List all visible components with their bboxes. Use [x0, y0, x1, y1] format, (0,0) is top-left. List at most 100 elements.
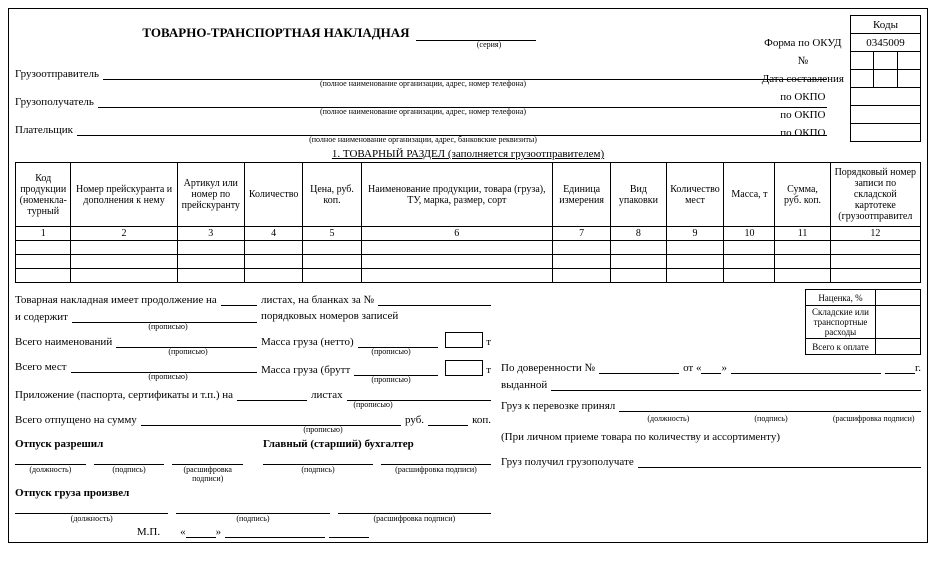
table-cell[interactable] [830, 269, 920, 283]
chief-pod[interactable] [263, 452, 373, 465]
kop-fill[interactable] [428, 413, 468, 426]
year-label: г. [915, 362, 921, 374]
date-cell-1[interactable] [851, 70, 874, 88]
date-cell-2[interactable] [874, 70, 897, 88]
table-row [16, 255, 921, 269]
table-cell[interactable] [244, 241, 302, 255]
table-cell[interactable] [361, 269, 552, 283]
okud-value: 0345009 [851, 34, 921, 52]
table-cell[interactable] [177, 269, 244, 283]
table-cell[interactable] [552, 241, 610, 255]
table-cell[interactable] [724, 241, 775, 255]
reldone-pod[interactable] [176, 501, 329, 514]
table-cell[interactable] [666, 269, 724, 283]
table-cell[interactable] [16, 255, 71, 269]
sheets-blanks: листах, на бланках за № [261, 294, 374, 306]
totalpay-cell[interactable] [876, 339, 921, 355]
from-label: от « [683, 362, 701, 374]
col-number: 8 [611, 227, 666, 241]
relallow-ras[interactable] [172, 452, 243, 465]
massgross-box[interactable] [445, 360, 483, 376]
col-number: 2 [71, 227, 177, 241]
totalpay-label: Всего к оплате [806, 339, 876, 355]
table-cell[interactable] [16, 241, 71, 255]
col-header: Вид упаковки [611, 163, 666, 227]
massnet-box[interactable] [445, 332, 483, 348]
number-cell-1[interactable] [851, 52, 874, 70]
table-cell[interactable] [177, 255, 244, 269]
from-year[interactable] [885, 361, 915, 374]
col-header: Код продукции (номенкла-турный [16, 163, 71, 227]
okpo-cell-3[interactable] [851, 124, 921, 142]
table-cell[interactable] [666, 255, 724, 269]
relsum-fill[interactable] [141, 413, 401, 426]
col-header: Количество [244, 163, 302, 227]
table-cell[interactable] [666, 241, 724, 255]
table-cell[interactable] [775, 241, 830, 255]
attorney-no[interactable] [599, 361, 679, 374]
day-fill[interactable] [186, 525, 216, 538]
table-cell[interactable] [303, 269, 361, 283]
totalplaces-label: Всего мест [15, 361, 67, 373]
table-cell[interactable] [611, 241, 666, 255]
table-cell[interactable] [724, 255, 775, 269]
issued-fill[interactable] [551, 378, 921, 391]
rub-label: руб. [405, 414, 424, 426]
table-cell[interactable] [16, 269, 71, 283]
table-cell[interactable] [303, 241, 361, 255]
relallow-pod[interactable] [94, 452, 165, 465]
okpo-cell-2[interactable] [851, 106, 921, 124]
table-cell[interactable] [361, 255, 552, 269]
app-fill[interactable] [237, 388, 307, 401]
chief-ras[interactable] [381, 452, 491, 465]
col-header: Номер прейскуранта и дополнения к нему [71, 163, 177, 227]
number-cell-2[interactable] [874, 52, 897, 70]
table-cell[interactable] [303, 255, 361, 269]
series-fill[interactable] [416, 27, 536, 41]
year-fill[interactable] [329, 525, 369, 538]
cargoacc-fill[interactable] [619, 399, 921, 412]
payer-input[interactable] [77, 122, 827, 136]
cont2-sub: (прописью) [75, 322, 261, 331]
from-day[interactable] [701, 361, 721, 374]
table-cell[interactable] [244, 269, 302, 283]
table-cell[interactable] [71, 269, 177, 283]
table-cell[interactable] [552, 255, 610, 269]
table-cell[interactable] [724, 269, 775, 283]
table-cell[interactable] [775, 255, 830, 269]
sender-input[interactable] [103, 66, 827, 80]
table-cell[interactable] [361, 241, 552, 255]
month-fill[interactable] [225, 525, 325, 538]
from-month[interactable] [731, 361, 881, 374]
cargorec-fill[interactable] [638, 455, 921, 468]
table-cell[interactable] [71, 255, 177, 269]
col-header: Артикул или номер по прейскуранту [177, 163, 244, 227]
table-cell[interactable] [552, 269, 610, 283]
table-cell[interactable] [830, 241, 920, 255]
table-cell[interactable] [71, 241, 177, 255]
table-cell[interactable] [244, 255, 302, 269]
totalplaces-sub: (прописью) [75, 372, 261, 381]
table-cell[interactable] [830, 255, 920, 269]
relsum-sub: (прописью) [155, 425, 491, 434]
reldone-dol[interactable] [15, 501, 168, 514]
sender-row: Грузоотправитель [15, 66, 831, 80]
markup-cell[interactable] [876, 290, 921, 306]
table-cell[interactable] [611, 255, 666, 269]
okpo-cell-1[interactable] [851, 88, 921, 106]
table-header-row: Код продукции (номенкла-турныйНомер прей… [16, 163, 921, 227]
table-cell[interactable] [611, 269, 666, 283]
table-cell[interactable] [775, 269, 830, 283]
cont1-fill[interactable] [221, 293, 257, 306]
date-cell-3[interactable] [897, 70, 920, 88]
table-cell[interactable] [177, 241, 244, 255]
document-title: ТОВАРНО-ТРАНСПОРТНАЯ НАКЛАДНАЯ [142, 25, 409, 41]
relallow-dol[interactable] [15, 452, 86, 465]
storage-cell[interactable] [876, 306, 921, 339]
receiver-input[interactable] [98, 94, 827, 108]
blanks-fill[interactable] [378, 293, 491, 306]
reldone-ras[interactable] [338, 501, 491, 514]
col-number: 6 [361, 227, 552, 241]
number-cell-3[interactable] [897, 52, 920, 70]
table-row [16, 241, 921, 255]
